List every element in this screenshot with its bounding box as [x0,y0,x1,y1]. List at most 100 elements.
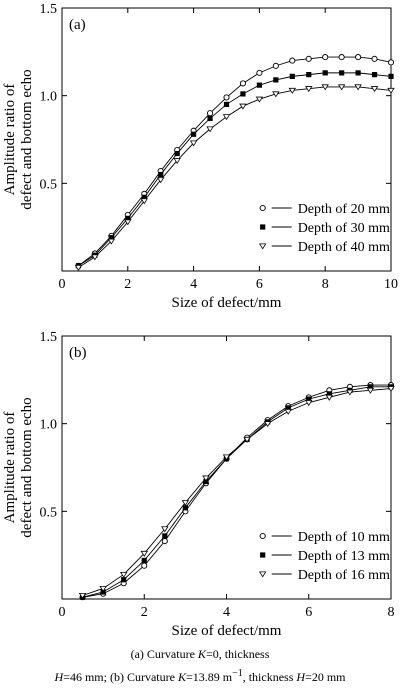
data-point [173,158,181,164]
data-point [289,57,296,64]
legend-marker [258,243,267,250]
data-point [306,396,312,402]
data-point [289,73,295,79]
series-line [78,86,392,268]
legend: Depth of 20 mm Depth of 30 mm Depth of 40 … [258,202,390,255]
data-point [255,96,264,103]
data-point [387,386,395,393]
y-axis-label: Amplitude ratio ofdefect and bottom echo [2,69,35,209]
data-point [203,478,209,485]
x-tick-label: 10 [384,277,398,292]
chart-panel-b: 0 2 4 6 8 0.5 1.0 1.5 Size of defect/mm Amplitude… [2,330,395,639]
data-point [108,235,114,241]
caption-text: (a) Curvature [130,647,198,661]
data-point [174,150,180,157]
data-point [388,73,394,79]
data-point [125,215,131,221]
legend-entry: Depth of 20 mm [298,202,390,217]
data-point [222,454,231,461]
data-point [161,538,168,545]
legend-entry: Depth of 10 mm [298,530,390,545]
chart-panel-a: 0 2 4 6 8 10 0.5 1.0 1.5 Size of defect/mm Amplitu… [2,2,398,311]
data-point [141,557,147,564]
data-point [366,387,375,394]
caption-line-1: (a) Curvature K=0, thickness [0,646,400,662]
data-point [100,589,106,595]
caption-text: =46 mm; (b) Curvature [63,670,178,684]
data-point [239,103,247,110]
y-axis-label-line-1: Amplitude ratio of [2,412,18,524]
x-tick-label: 8 [322,277,329,292]
legend-entry: Depth of 40 mm [298,240,390,255]
data-point [189,140,198,147]
data-point [121,577,127,583]
legend-entry: Depth of 16 mm [298,568,390,583]
data-point [158,171,164,178]
data-point [326,391,332,397]
data-point [305,86,313,93]
data-point [339,70,345,76]
y-tick-label: 1.5 [40,330,58,345]
data-point [206,110,214,117]
x-tick-label: 8 [388,605,395,620]
caption-text: , thickness [242,670,297,684]
data-point [222,114,231,121]
panel-label: (b) [69,345,87,361]
data-point [243,436,251,443]
data-point [256,82,262,88]
plot-frame [61,7,392,272]
x-tick-label: 2 [141,605,148,620]
y-tick-label: 1.5 [40,2,58,17]
data-point [273,77,279,83]
data-point [263,421,272,428]
x-tick-label: 4 [223,605,230,620]
caption-text: =20 mm [305,670,346,684]
data-point [285,405,291,411]
data-point [206,126,214,133]
y-tick-label: 1.0 [40,90,58,105]
data-point [355,70,361,76]
caption-var: H [296,670,306,684]
legend-marker [259,204,266,212]
data-point [354,84,362,91]
caption-var: H [54,670,64,684]
series-2 [75,70,394,269]
x-tick-label: 2 [124,277,131,292]
caption-line-2: H=46 mm; (b) Curvature K=13.89 m−1, thic… [0,666,400,685]
y-tick-label: 1.0 [40,418,58,433]
data-point [387,59,395,66]
series-line [82,384,391,598]
data-point [256,69,263,76]
data-point [141,562,148,569]
y-axis-label-line-2: defect and bottom echo [19,397,35,537]
data-point [371,55,378,62]
x-tick-label: 0 [59,277,66,292]
legend-marker [258,571,267,578]
data-point [99,585,107,592]
data-point [322,54,329,61]
data-point [140,550,148,557]
data-point [355,54,362,61]
data-point [181,500,190,507]
caption-var: K [177,670,186,684]
y-tick-label: 0.5 [40,505,58,520]
data-point [387,87,395,94]
data-point [272,91,280,98]
y-axis-label-line-2: defect and bottom echo [19,69,35,209]
caption-text: =13.89 m [185,670,233,684]
data-point [107,238,116,245]
data-point [284,408,292,415]
data-point [74,264,83,271]
x-tick-label: 6 [305,605,312,620]
data-point [240,91,246,97]
data-point [370,86,379,93]
data-point [140,198,148,205]
data-point [78,592,87,599]
x-axis-label: Size of defect/mm [172,295,282,311]
data-point [119,571,128,578]
legend-entry: Depth of 13 mm [298,549,390,564]
data-point [239,80,246,87]
data-point [346,389,354,396]
x-tick-label: 4 [190,277,197,292]
y-axis-label-line-1: Amplitude ratio of [2,84,18,196]
